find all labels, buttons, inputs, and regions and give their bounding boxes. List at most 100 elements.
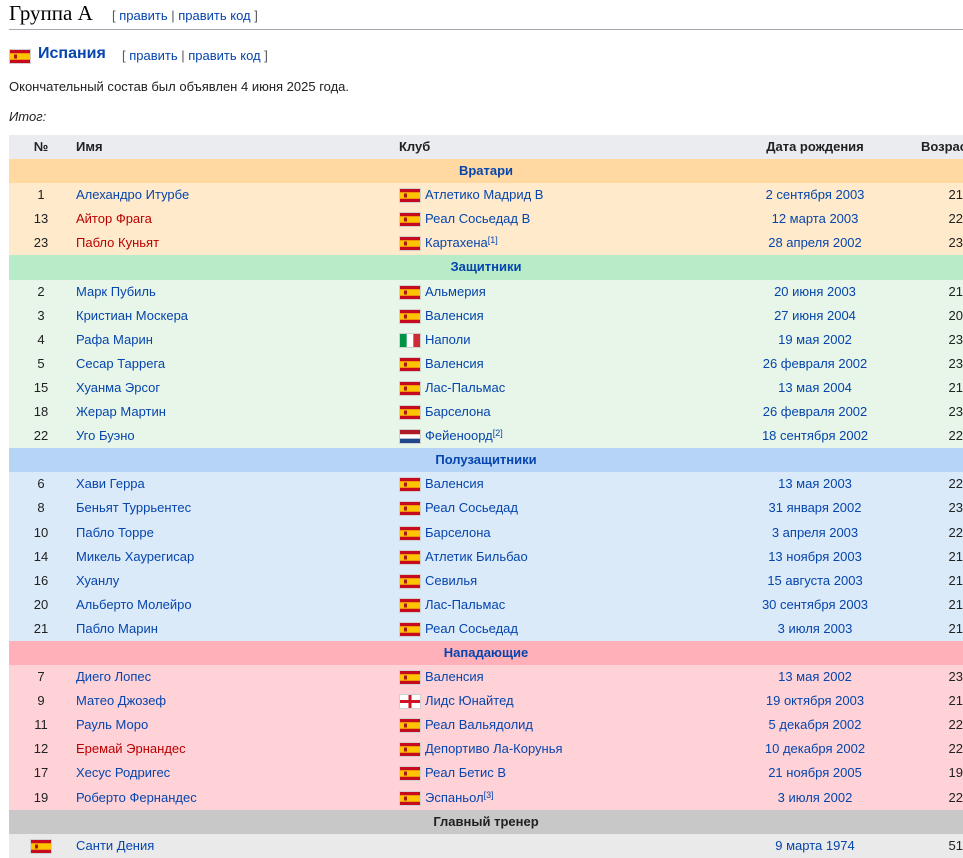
group-edit-link[interactable]: править xyxy=(119,8,168,23)
club-link[interactable]: Реал Сосьедад xyxy=(425,500,518,516)
reference-link[interactable]: [3] xyxy=(484,790,494,800)
player-name-link[interactable]: Рауль Моро xyxy=(76,717,149,733)
birth-date-link[interactable]: 28 апреля 2002 xyxy=(768,235,862,251)
team-edit-link[interactable]: править xyxy=(129,48,178,63)
birth-date-cell: 26 февраля 2002 xyxy=(709,400,921,424)
birth-date-link[interactable]: 31 января 2002 xyxy=(768,500,862,516)
club-link[interactable]: Атлетик Бильбао xyxy=(425,548,528,564)
team-edit-code-link[interactable]: править код xyxy=(188,48,261,63)
player-name-link[interactable]: Алехандро Итурбе xyxy=(76,187,190,203)
player-name-link[interactable]: Хуанма Эрсог xyxy=(76,379,161,395)
player-name-link[interactable]: Уго Буэно xyxy=(76,428,135,444)
reference-anchor[interactable]: [3] xyxy=(483,789,494,800)
reference-link[interactable]: [2] xyxy=(493,428,503,438)
player-name-link[interactable]: Марк Пубиль xyxy=(76,283,156,299)
player-name-link[interactable]: Роберто Фернандес xyxy=(76,789,197,805)
table-row: 19 Роберто Фернандес Эспаньол[3] 3 июля 200… xyxy=(9,785,963,810)
club-link[interactable]: Фейеноорд xyxy=(425,428,493,444)
birth-date-link[interactable]: 18 сентября 2002 xyxy=(761,428,869,444)
player-name-link[interactable]: Хесус Родригес xyxy=(76,765,171,781)
player-name-link[interactable]: Микель Хаурегисар xyxy=(76,548,195,564)
birth-date-cell: 3 июля 2003 xyxy=(709,617,921,641)
player-name-link[interactable]: Жерар Мартин xyxy=(76,404,166,420)
player-name-link[interactable]: Еремай Эрнандес xyxy=(76,741,186,757)
player-age: 22 xyxy=(948,717,963,733)
club-link[interactable]: Барселона xyxy=(425,524,491,540)
section-title-link[interactable]: Нападающие xyxy=(443,644,529,660)
birth-date-link[interactable]: 13 мая 2002 xyxy=(778,669,852,685)
club-link[interactable]: Валенсия xyxy=(425,476,484,492)
player-name-link[interactable]: Рафа Марин xyxy=(76,331,153,347)
coach-name-link[interactable]: Санти Дения xyxy=(76,837,155,853)
club-link[interactable]: Реал Сосьедад B xyxy=(425,211,531,227)
section-title-link[interactable]: Полузащитники xyxy=(435,452,537,468)
club-link[interactable]: Валенсия xyxy=(425,669,484,685)
birth-date-link[interactable]: 3 июля 2002 xyxy=(777,789,853,805)
club-link[interactable]: Реал Сосьедад xyxy=(425,620,518,636)
club-link[interactable]: Наполи xyxy=(425,331,471,347)
birth-date-link[interactable]: 5 декабря 2002 xyxy=(768,717,862,733)
birth-date-link[interactable]: 27 июня 2004 xyxy=(774,307,856,323)
table-row: 4 Рафа Марин Наполи 19 мая 2002 23 xyxy=(9,327,963,352)
birth-date-link[interactable]: 30 сентября 2003 xyxy=(761,596,869,612)
birth-date-link[interactable]: 13 мая 2004 xyxy=(778,379,852,395)
player-number: 14 xyxy=(33,548,49,564)
birth-date-link[interactable]: 19 октября 2003 xyxy=(765,693,865,709)
player-name-link[interactable]: Беньят Туррьентес xyxy=(76,500,192,516)
birth-date-link[interactable]: 26 февраля 2002 xyxy=(762,355,868,371)
reference-anchor[interactable]: [2] xyxy=(492,428,503,439)
player-name-link[interactable]: Матео Джозеф xyxy=(76,693,167,709)
club-link[interactable]: Лас-Пальмас xyxy=(425,596,506,612)
club-cell: Наполи xyxy=(425,328,470,352)
club-link[interactable]: Реал Вальядолид xyxy=(425,717,534,733)
section-title-link[interactable]: Защитники xyxy=(450,259,522,275)
club-link[interactable]: Эспаньол xyxy=(425,789,484,805)
birth-date-link[interactable]: 19 мая 2002 xyxy=(778,331,852,347)
reference-anchor[interactable]: [1] xyxy=(487,235,498,246)
group-edit-code-link[interactable]: править код xyxy=(178,8,251,23)
spain-flag-icon xyxy=(399,573,421,589)
player-name-link[interactable]: Сесар Таррега xyxy=(76,355,166,371)
player-name-link[interactable]: Кристиан Москера xyxy=(76,307,189,323)
club-link[interactable]: Картахена xyxy=(425,235,488,251)
club-link[interactable]: Депортиво Ла-Корунья xyxy=(425,741,563,757)
player-name-link[interactable]: Диего Лопес xyxy=(76,669,152,685)
club-link[interactable]: Лидс Юнайтед xyxy=(425,693,514,709)
birth-date-link[interactable]: 3 апреля 2003 xyxy=(771,524,859,540)
club-link[interactable]: Валенсия xyxy=(425,307,484,323)
birth-date-link[interactable]: 15 августа 2003 xyxy=(767,572,863,588)
birth-date-cell: 27 июня 2004 xyxy=(709,304,921,328)
birth-date-link[interactable]: 13 мая 2003 xyxy=(778,476,852,492)
player-name-link[interactable]: Пабло Куньят xyxy=(76,235,160,251)
club-link[interactable]: Альмерия xyxy=(425,283,486,299)
team-title[interactable]: Испания xyxy=(38,45,106,62)
birth-date-link[interactable]: 21 ноября 2005 xyxy=(768,765,862,781)
club-link[interactable]: Барселона xyxy=(425,404,491,420)
coach-birth-date-link[interactable]: 9 марта 1974 xyxy=(775,837,855,853)
birth-date-link[interactable]: 26 февраля 2002 xyxy=(762,404,868,420)
spain-flag-icon xyxy=(399,525,421,541)
player-name-link[interactable]: Хуанлу xyxy=(76,572,120,588)
club-link[interactable]: Реал Бетис B xyxy=(425,765,507,781)
club-cell: Картахена[1] xyxy=(425,231,498,255)
birth-date-link[interactable]: 20 июня 2003 xyxy=(774,283,856,299)
player-name-link[interactable]: Хави Герра xyxy=(76,476,145,492)
club-link[interactable]: Атлетико Мадрид B xyxy=(425,187,544,203)
birth-date-cell: 19 мая 2002 xyxy=(709,328,921,352)
birth-date-link[interactable]: 13 ноября 2003 xyxy=(768,548,862,564)
club-link[interactable]: Лас-Пальмас xyxy=(425,379,506,395)
club-link[interactable]: Севилья xyxy=(425,572,478,588)
club-link[interactable]: Валенсия xyxy=(425,355,484,371)
birth-date-link[interactable]: 2 сентября 2003 xyxy=(765,187,865,203)
birth-date-link[interactable]: 12 марта 2003 xyxy=(771,211,859,227)
player-name-link[interactable]: Пабло Торре xyxy=(76,524,154,540)
birth-date-link[interactable]: 10 декабря 2002 xyxy=(764,741,866,757)
player-name-link[interactable]: Айтор Фрага xyxy=(76,211,152,227)
player-number: 22 xyxy=(33,428,49,444)
player-name-link[interactable]: Пабло Марин xyxy=(76,620,158,636)
section-title-link[interactable]: Вратари xyxy=(458,163,514,179)
player-name-link[interactable]: Альберто Молейро xyxy=(76,596,192,612)
reference-link[interactable]: [1] xyxy=(488,235,498,245)
player-age: 21 xyxy=(948,548,963,564)
birth-date-link[interactable]: 3 июля 2003 xyxy=(777,620,853,636)
